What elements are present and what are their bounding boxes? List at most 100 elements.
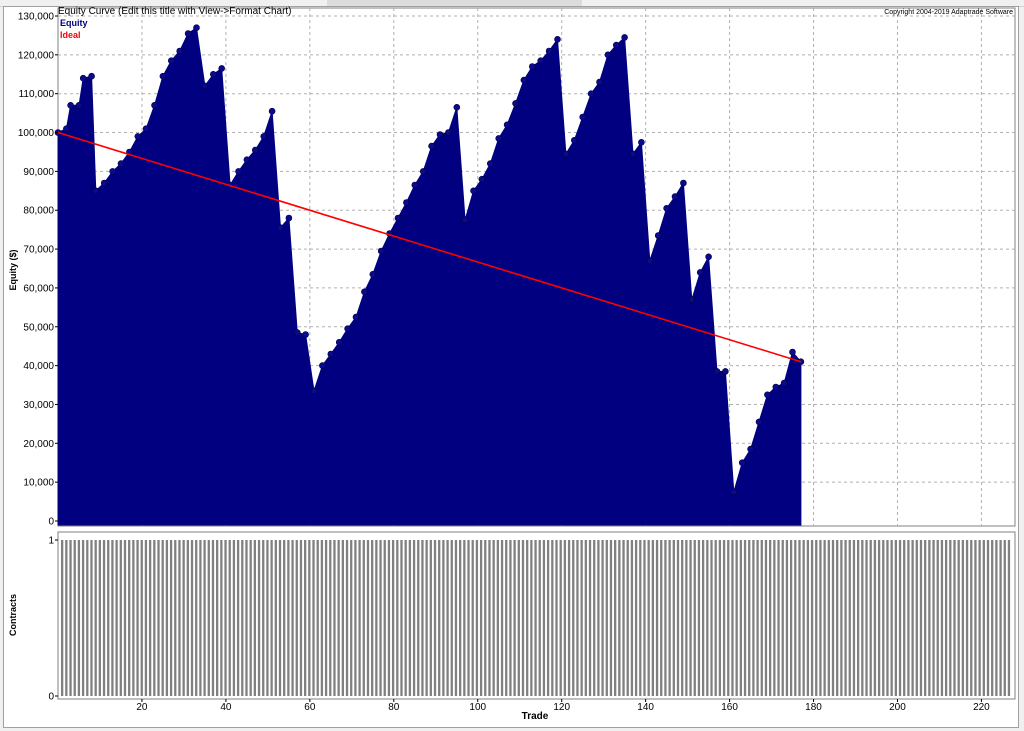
trade-x-ticks: 20 40 60 80 100 120 140 160 180 200 220 <box>136 699 990 713</box>
contract-bar <box>316 540 319 696</box>
contract-bar <box>383 540 386 696</box>
equity-point <box>176 47 183 55</box>
contract-bar <box>685 540 688 696</box>
equity-point <box>747 445 754 453</box>
equity-point <box>612 41 620 49</box>
contract-bar <box>429 540 432 696</box>
equity-point <box>92 187 100 195</box>
contract-bar <box>563 540 567 696</box>
contract-bar <box>831 540 835 696</box>
contract-bar <box>886 540 889 696</box>
contract-bar <box>324 540 328 696</box>
contract-bar <box>823 540 826 696</box>
contract-bar <box>806 540 810 696</box>
contract-bar <box>484 540 487 696</box>
equity-point <box>310 387 318 395</box>
equity-point <box>67 102 74 109</box>
equity-point <box>461 216 469 224</box>
equity-point <box>537 57 545 65</box>
contract-bar <box>752 540 755 696</box>
contract-bar <box>241 540 244 696</box>
contract-bar <box>936 540 939 696</box>
contract-bar <box>538 540 541 696</box>
equity-point <box>394 214 402 222</box>
contract-bar <box>802 540 805 696</box>
contract-bar <box>869 540 872 696</box>
contract-bar <box>852 540 856 696</box>
legend-equity: Equity <box>60 18 88 28</box>
equity-point <box>520 76 528 84</box>
chart-title[interactable]: Equity Curve (Edit this title with View-… <box>58 6 292 17</box>
contract-bar <box>278 540 282 696</box>
y-tick-label: 20,000 <box>23 439 54 450</box>
contract-bar <box>756 540 759 696</box>
contract-bar <box>689 540 692 696</box>
contract-bar <box>668 540 671 696</box>
contract-bar <box>77 540 81 696</box>
contract-bar <box>898 540 902 696</box>
contract-bar <box>614 540 617 696</box>
contract-bar <box>329 540 332 696</box>
contract-bar <box>748 540 751 696</box>
contract-bar <box>546 540 550 696</box>
contract-bar <box>911 540 914 696</box>
contract-bar <box>815 540 818 696</box>
contract-bar <box>664 540 667 696</box>
equity-point <box>79 74 87 82</box>
equity-point <box>335 338 343 346</box>
contract-bar <box>882 540 885 696</box>
equity-point <box>587 90 595 97</box>
contract-bar <box>396 540 399 696</box>
equity-point <box>109 168 116 175</box>
contract-bar <box>693 540 696 696</box>
equity-point <box>411 181 419 189</box>
y-tick-label: 0 <box>48 517 54 528</box>
contract-bar <box>148 540 152 696</box>
contract-bar <box>136 540 139 696</box>
contract-bar <box>597 540 600 696</box>
contract-bar <box>919 540 923 696</box>
contract-bar <box>379 540 382 696</box>
y-tick-label: 80,000 <box>23 206 54 217</box>
equity-point <box>377 247 385 255</box>
contract-bar <box>375 540 378 696</box>
contract-bar <box>1007 540 1011 696</box>
equity-point <box>403 199 410 206</box>
contract-bar <box>785 540 789 696</box>
copyright-text: Copyright 2004-2019 Adaptrade Software <box>884 9 1013 16</box>
contract-bar <box>303 540 307 696</box>
equity-point <box>528 63 536 70</box>
contract-bar <box>123 540 127 696</box>
y-tick-label: 30,000 <box>23 400 54 411</box>
equity-point <box>63 125 70 132</box>
contract-bar <box>760 540 763 696</box>
contract-bar <box>266 540 269 696</box>
contract-bar <box>144 540 148 696</box>
contract-bar <box>534 540 537 696</box>
contract-bar <box>794 540 797 696</box>
contract-bar <box>157 540 160 696</box>
equity-point <box>688 296 696 303</box>
contract-bar <box>350 540 353 696</box>
contract-bar <box>61 540 64 696</box>
contract-bar <box>542 540 546 696</box>
equity-point <box>436 131 444 138</box>
equity-point <box>621 34 628 41</box>
equity-point <box>361 288 368 296</box>
contract-bar <box>312 540 315 696</box>
contract-bar <box>567 540 571 696</box>
contracts-panel: 01 20 40 60 80 100 120 140 160 180 200 220 Contrac… <box>8 531 1016 722</box>
trade-x-axis-label: Trade <box>522 711 549 722</box>
equity-point <box>503 121 511 129</box>
contract-bar <box>161 540 164 696</box>
contract-bar <box>249 540 252 696</box>
contract-bar <box>995 540 998 696</box>
contract-bar <box>701 540 705 696</box>
y-tick-label: 120,000 <box>18 50 55 61</box>
contract-bar <box>488 540 491 696</box>
contract-bar <box>270 540 273 696</box>
y-tick-label: 100,000 <box>18 128 55 139</box>
contract-bar <box>827 540 830 696</box>
equity-point <box>663 205 670 212</box>
contract-bar <box>739 540 742 696</box>
